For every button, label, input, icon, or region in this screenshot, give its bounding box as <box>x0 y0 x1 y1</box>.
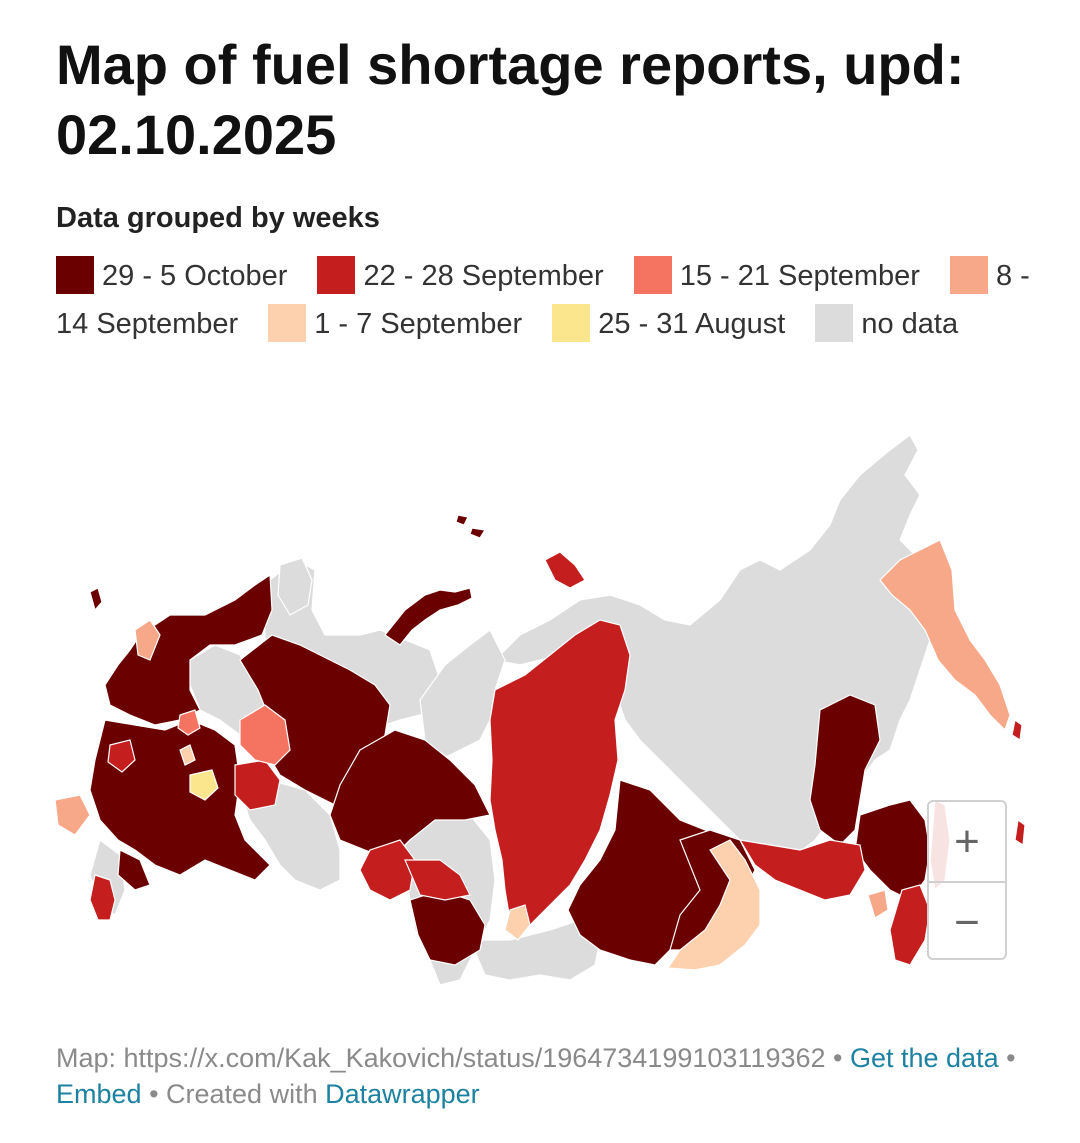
region-no-data-altai[interactable] <box>469 919 601 981</box>
region-29-5-october-northwest[interactable] <box>104 573 273 726</box>
russia-choropleth-map[interactable] <box>40 420 1040 1020</box>
region-8-14-september-jewish-ao[interactable] <box>867 889 889 919</box>
legend-item-no-data: no data <box>815 304 980 342</box>
legend-item-15-21-september: 15 - 21 September <box>633 256 942 294</box>
legend-swatch <box>317 256 356 294</box>
region-29-5-october-kursk[interactable] <box>117 849 151 891</box>
region-29-5-october-sakha-east[interactable] <box>809 694 881 846</box>
zoom-control: + − <box>927 800 1007 960</box>
region-25-31-august-penza[interactable] <box>189 769 219 801</box>
region-no-data-kola-lake[interactable] <box>277 557 313 616</box>
legend-item-8-14-september: 8 - 14 September <box>56 256 1030 340</box>
legend-item-22-28-september: 22 - 28 September <box>317 256 625 294</box>
region-22-28-september-primorye[interactable] <box>889 884 931 966</box>
region-22-28-september-taymyr-islands[interactable] <box>544 551 586 589</box>
region-1-7-september-buryatia[interactable] <box>666 839 761 971</box>
region-1-7-september-lipetsk[interactable] <box>179 744 196 766</box>
legend-swatch <box>552 304 591 342</box>
legend-label: 29 - 5 October <box>102 260 288 292</box>
footer-separator: • Created with <box>141 1079 326 1109</box>
region-29-5-october-khabarovsk[interactable] <box>854 799 931 901</box>
legend-swatch <box>633 256 672 294</box>
legend: 29 - 5 October 22 - 28 September 15 - 21… <box>56 252 1046 348</box>
region-22-28-september-novosibirsk[interactable] <box>404 859 471 901</box>
region-1-7-september-khakassia[interactable] <box>504 904 531 941</box>
legend-label: 8 - 14 September <box>56 260 1030 340</box>
legend-item-25-31-august: 25 - 31 August <box>552 304 807 342</box>
region-22-28-september-kuban[interactable] <box>89 874 116 921</box>
region-22-28-september-krasnoyarsk[interactable] <box>489 619 631 926</box>
region-22-28-september-belgorod[interactable] <box>107 739 136 773</box>
map-title: Map of fuel shortage reports, upd: 02.10… <box>56 33 965 166</box>
get-the-data-link[interactable]: Get the data <box>849 1043 999 1073</box>
region-22-28-september-chukotka-spot[interactable] <box>1011 718 1026 847</box>
zoom-in-button[interactable]: + <box>954 816 980 866</box>
region-8-14-september-karelia[interactable] <box>134 619 161 661</box>
legend-title: Data grouped by weeks <box>56 202 380 234</box>
region-29-5-october-urals[interactable] <box>329 729 491 861</box>
region-22-28-september-amur[interactable] <box>738 839 866 901</box>
region-15-21-september-pskov[interactable] <box>177 709 201 736</box>
embed-link[interactable]: Embed <box>56 1079 142 1109</box>
legend-swatch <box>56 256 94 294</box>
region-29-5-october-franz-josef[interactable] <box>455 514 486 539</box>
legend-label: 1 - 7 September <box>314 308 523 340</box>
legend-label: 15 - 21 September <box>679 260 920 292</box>
legend-swatch <box>268 304 307 342</box>
footer: Map: https://x.com/Kak_Kakovich/status/1… <box>56 1040 1046 1112</box>
footer-separator: • <box>998 1043 1016 1073</box>
region-22-28-september-volgograd[interactable] <box>234 759 281 811</box>
region-8-14-september-crimea[interactable] <box>54 794 91 836</box>
legend-swatch <box>949 256 988 294</box>
legend-item-29-5-october: 29 - 5 October <box>56 256 309 294</box>
region-29-5-october-novaya-zemlya[interactable] <box>384 587 473 646</box>
region-22-28-september-omsk[interactable] <box>359 839 416 901</box>
map-canvas[interactable] <box>40 420 1040 1020</box>
legend-label: 22 - 28 September <box>363 260 604 292</box>
zoom-out-button[interactable]: − <box>929 881 1005 958</box>
datawrapper-link[interactable]: Datawrapper <box>325 1079 480 1109</box>
source-text: Map: https://x.com/Kak_Kakovich/status/1… <box>56 1043 826 1073</box>
region-29-5-october-kaliningrad[interactable] <box>89 587 103 612</box>
footer-separator: • <box>825 1043 850 1073</box>
region-15-21-september-perm[interactable] <box>239 704 291 766</box>
legend-item-1-7-september: 1 - 7 September <box>268 304 544 342</box>
region-8-14-september-kamchatka[interactable] <box>879 539 1011 732</box>
legend-swatch <box>815 304 854 342</box>
legend-label: 25 - 31 August <box>598 308 786 340</box>
legend-label: no data <box>861 308 959 340</box>
